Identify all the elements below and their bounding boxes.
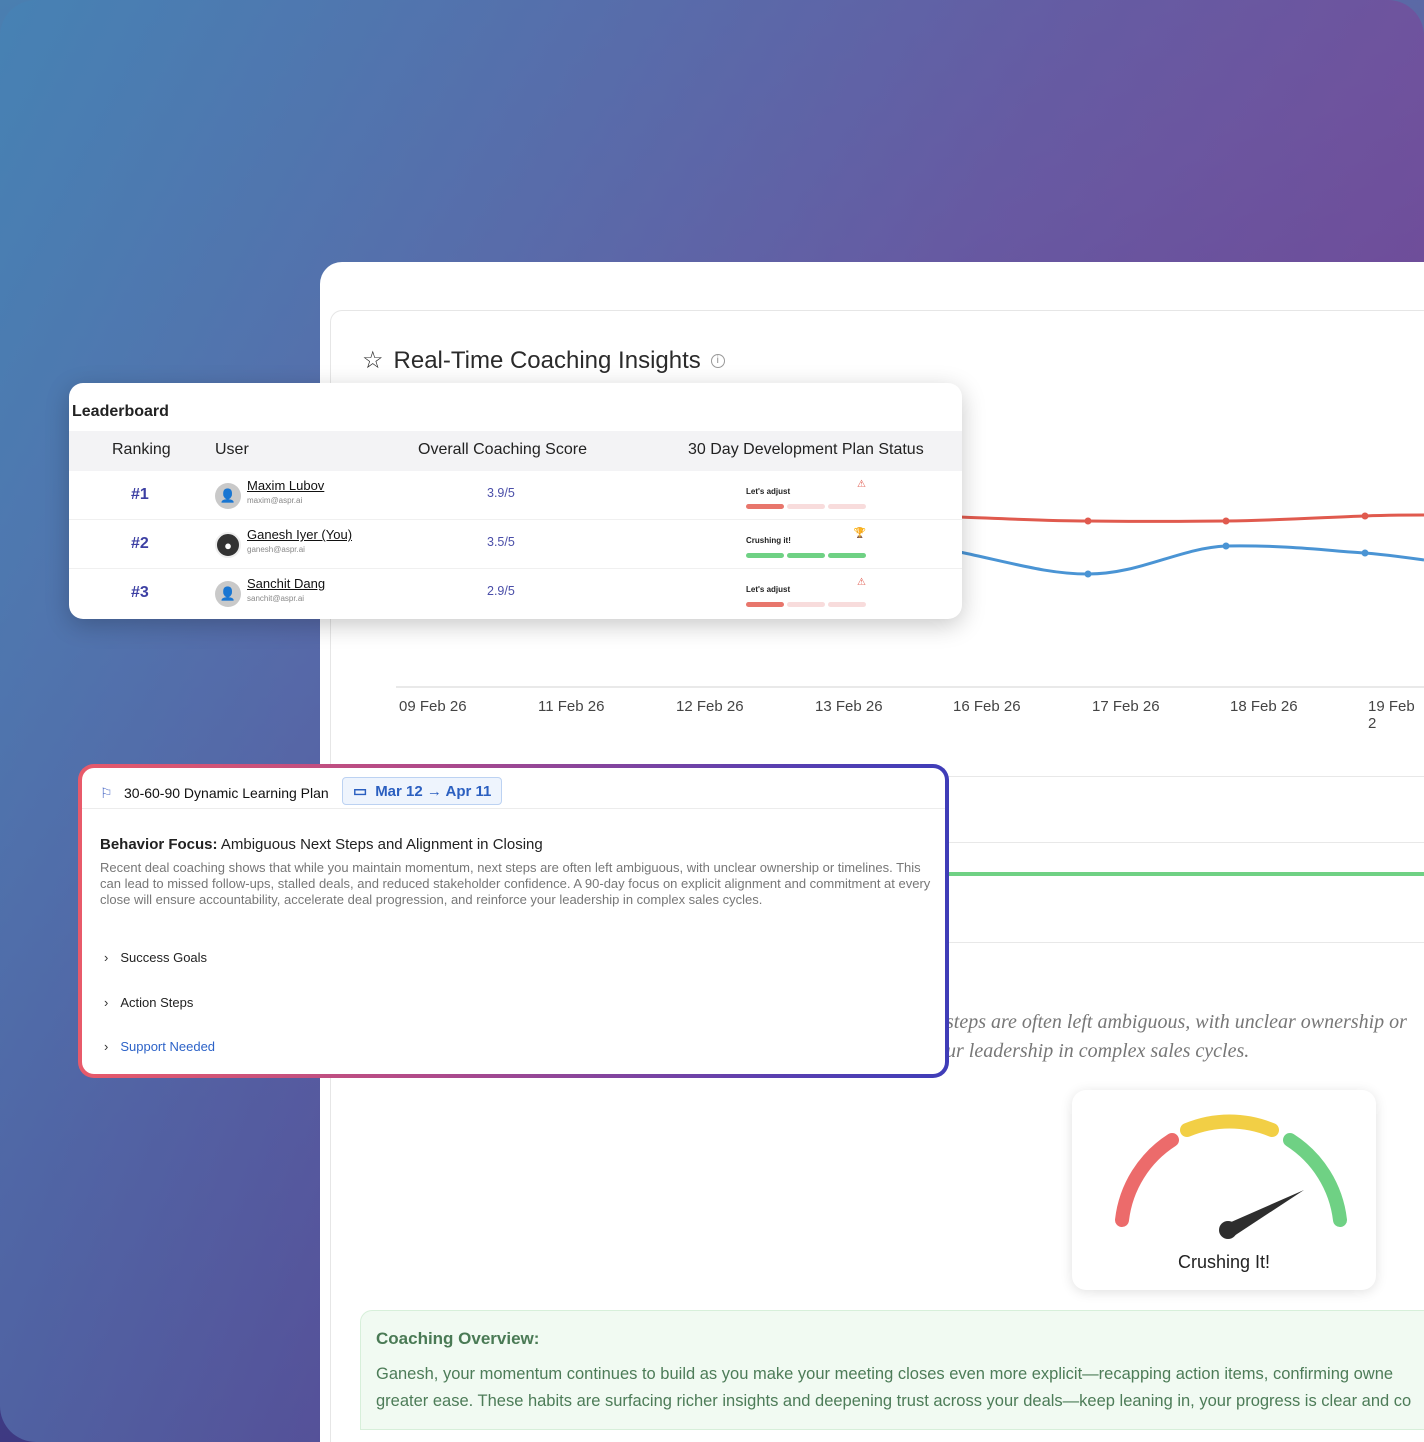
x-tick-label: 09 Feb 26 [399, 698, 467, 715]
table-row[interactable]: #1 👤 Maxim Lubov maxim@aspr.ai 3.9/5 Let… [69, 471, 962, 520]
overview-text: Ganesh, your momentum continues to build… [376, 1365, 1394, 1383]
gauge-green-arc [1283, 1133, 1347, 1227]
plan-status: Let's adjust ⚠ [746, 577, 866, 607]
info-icon[interactable]: i [710, 353, 725, 368]
red-series-point [1084, 517, 1092, 525]
user-email: maxim@aspr.ai [247, 496, 303, 505]
star-icon: ☆ [362, 347, 384, 374]
x-tick-label: 13 Feb 26 [815, 698, 883, 715]
x-tick-label: 19 Feb 2 [1368, 698, 1415, 732]
progress-line [946, 872, 1424, 876]
status-label: Let's adjust [746, 487, 791, 496]
user-name-link[interactable]: Ganesh Iyer (You) [247, 527, 353, 542]
blue-series-point [1084, 570, 1092, 578]
gauge-yellow-arc [1180, 1114, 1279, 1137]
trophy-icon: 🏆 [853, 528, 866, 539]
coaching-score: 3.5/5 [487, 535, 515, 549]
status-bars [746, 504, 866, 509]
column-header: Overall Coaching Score [418, 441, 587, 458]
plan-status: Crushing it! 🏆 [746, 528, 866, 558]
overview-title: Coaching Overview: [376, 1329, 540, 1348]
chevron-right-icon: › [104, 950, 109, 965]
red-series-point [1222, 517, 1230, 525]
table-row[interactable]: #3 👤 Sanchit Dang sanchit@aspr.ai 2.9/5 … [69, 569, 962, 618]
status-label: Crushing it! [746, 536, 791, 545]
behavior-focus: Behavior Focus: Ambiguous Next Steps and… [100, 836, 543, 853]
gauge-needle-hub [1219, 1221, 1237, 1239]
x-tick-label: 16 Feb 26 [953, 698, 1021, 715]
blue-series-point [1361, 549, 1369, 557]
warning-icon: ⚠ [857, 577, 866, 588]
coaching-overview: Coaching Overview: Ganesh, your momentum… [360, 1310, 1424, 1430]
status-bars [746, 553, 866, 558]
x-tick-label: 11 Feb 26 [538, 698, 605, 715]
coaching-score: 2.9/5 [487, 584, 515, 598]
warning-icon: ⚠ [857, 479, 866, 490]
leaderboard-header: Ranking User Overall Coaching Score 30 D… [69, 431, 962, 471]
gauge-needle [1222, 1190, 1304, 1236]
blue-series-line [959, 544, 1424, 576]
x-tick-label: 17 Feb 26 [1092, 698, 1160, 715]
calendar-icon: ▭ [353, 783, 368, 800]
rank: #1 [131, 486, 149, 503]
user-name-link[interactable]: Sanchit Dang [247, 576, 326, 591]
chevron-right-icon: › [104, 995, 109, 1010]
red-series-point [1361, 512, 1369, 520]
user-email: sanchit@aspr.ai [247, 594, 305, 603]
plan-header: ⚐ 30-60-90 Dynamic Learning Plan ▭ Mar 1… [82, 768, 945, 809]
gauge-card: Crushing It! [1072, 1090, 1376, 1290]
background-description: steps are often left ambiguous, with unc… [946, 1011, 1407, 1062]
column-header: User [215, 441, 249, 458]
success-goals-toggle[interactable]: › Success Goals [104, 950, 208, 965]
blue-series-point [1222, 542, 1230, 550]
coaching-score: 3.9/5 [487, 486, 515, 500]
column-header: Ranking [112, 441, 171, 458]
avatar: ● [215, 532, 241, 558]
leaderboard-card: Leaderboard Ranking User Overall Coachin… [69, 383, 962, 619]
date-range: Mar 12 → Apr 11 [375, 782, 492, 800]
trend-chart [396, 512, 1424, 688]
support-needed-toggle[interactable]: › Support Needed [104, 1039, 216, 1054]
learning-plan-card: ⚐ 30-60-90 Dynamic Learning Plan ▭ Mar 1… [78, 764, 949, 1078]
status-label: Let's adjust [746, 585, 791, 594]
gauge [1115, 1114, 1347, 1239]
gauge-label: Crushing It! [1177, 1252, 1271, 1272]
overview-text: greater ease. These habits are surfacing… [376, 1392, 1412, 1410]
plan-status: Let's adjust ⚠ [746, 479, 866, 509]
status-bars [746, 602, 866, 607]
red-series-line [959, 513, 1424, 523]
column-header: 30 Day Development Plan Status [688, 441, 924, 458]
gauge-red-arc [1115, 1133, 1179, 1227]
rank: #2 [131, 535, 149, 552]
leaderboard-title: Leaderboard [72, 403, 169, 420]
chevron-right-icon: › [104, 1039, 109, 1054]
rank: #3 [131, 584, 149, 601]
flag-icon: ⚐ [100, 785, 113, 801]
user-name-link[interactable]: Maxim Lubov [247, 478, 325, 493]
table-row[interactable]: #2 ● Ganesh Iyer (You) ganesh@aspr.ai 3.… [69, 520, 962, 569]
x-tick-label: 12 Feb 26 [676, 698, 744, 715]
action-steps-toggle[interactable]: › Action Steps [104, 995, 194, 1010]
x-tick-label: 18 Feb 26 [1230, 698, 1298, 715]
date-range-button[interactable]: ▭ Mar 12 → Apr 11 [342, 777, 503, 805]
insights-header: ☆ Real-Time Coaching Insights i [362, 346, 725, 375]
plan-description: Recent deal coaching shows that while yo… [100, 860, 931, 907]
insights-title: Real-Time Coaching Insights [393, 346, 701, 374]
avatar: 👤 [215, 581, 241, 607]
plan-title: 30-60-90 Dynamic Learning Plan [124, 785, 329, 801]
user-email: ganesh@aspr.ai [247, 545, 305, 554]
avatar: 👤 [215, 483, 241, 509]
